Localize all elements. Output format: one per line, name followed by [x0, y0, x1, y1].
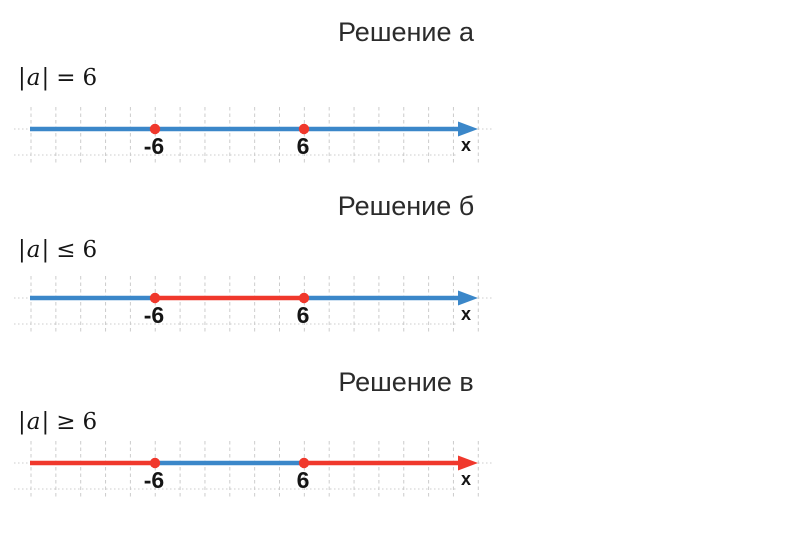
endpoint-dot: [298, 123, 310, 135]
tick-label: 6: [297, 467, 310, 493]
formula-value: 6: [82, 65, 98, 91]
axis-arrow-icon: [458, 455, 478, 471]
tick-label: 6: [297, 133, 310, 159]
tick-label: -6: [144, 467, 164, 493]
axis-arrow-icon: [458, 121, 478, 137]
tick-label: 6: [297, 302, 310, 328]
formula-operator: ≤: [56, 237, 76, 263]
formula-value: 6: [82, 409, 98, 435]
axis-label: x: [461, 304, 471, 324]
section-a-title: Решение а: [337, 17, 475, 47]
section-v-title: Решение в: [338, 367, 474, 397]
formula-operator: ≥: [56, 409, 76, 435]
section-v-formula: |a| ≥6: [18, 407, 97, 437]
endpoint-dot: [149, 123, 161, 135]
number-line-a: -6 6 x: [14, 107, 492, 163]
section-b-formula: |a| ≤6: [18, 235, 97, 265]
formula-variable: a: [26, 237, 41, 263]
abs-close-bar: |: [41, 409, 50, 435]
axis-arrow-icon: [458, 290, 478, 306]
number-line-b: -6 6 x: [14, 276, 492, 332]
formula-variable: a: [26, 409, 41, 435]
section-a-formula: |a| = 6: [18, 63, 97, 93]
endpoint-dot: [149, 292, 161, 304]
tick-label: -6: [144, 133, 164, 159]
endpoint-dot: [298, 292, 310, 304]
formula-operator: =: [56, 65, 76, 91]
endpoint-dot: [149, 457, 161, 469]
abs-close-bar: |: [41, 65, 50, 91]
abs-open-bar: |: [18, 65, 26, 91]
section-b-title: Решение б: [337, 191, 475, 221]
abs-open-bar: |: [18, 409, 26, 435]
axis-label: x: [461, 469, 471, 489]
number-line-v: -6 6 x: [14, 441, 492, 497]
formula-value: 6: [82, 237, 98, 263]
abs-open-bar: |: [18, 237, 26, 263]
abs-close-bar: |: [41, 237, 50, 263]
formula-variable: a: [26, 65, 41, 91]
endpoint-dot: [298, 457, 310, 469]
tick-label: -6: [144, 302, 164, 328]
axis-label: x: [461, 135, 471, 155]
